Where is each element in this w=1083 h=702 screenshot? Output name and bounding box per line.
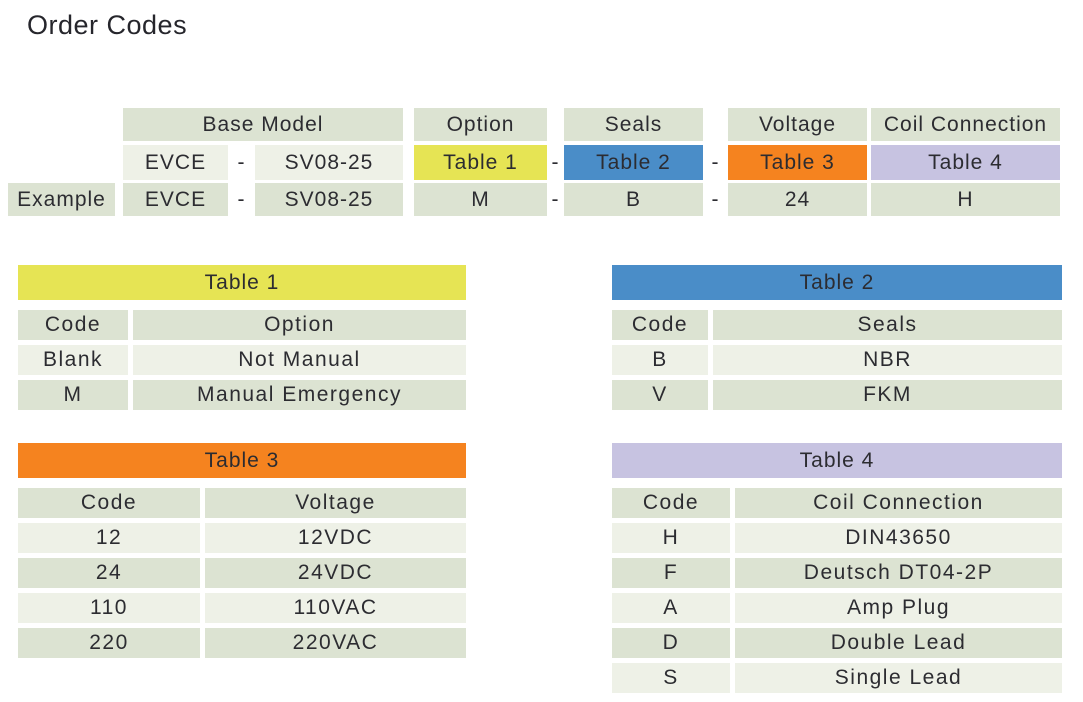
separator-dash: -	[551, 187, 560, 211]
header-base-model: Base Model	[123, 108, 403, 141]
code-cell: 24	[18, 558, 200, 588]
code-cell: 110	[18, 593, 200, 623]
example-model: SV08-25	[255, 183, 403, 216]
header-voltage: Voltage	[728, 108, 867, 141]
value-cell: FKM	[713, 380, 1062, 410]
table-row: D Double Lead	[612, 628, 1062, 658]
table-1: Table 1 Code Option Blank Not Manual M M…	[18, 265, 466, 410]
table-row: 24 24VDC	[18, 558, 466, 588]
code-voltage-ref: Table 3	[728, 145, 867, 180]
value-cell: Deutsch DT04-2P	[735, 558, 1062, 588]
value-cell: 12VDC	[205, 523, 466, 553]
table-row: 110 110VAC	[18, 593, 466, 623]
table-row: Code Voltage	[18, 488, 466, 518]
table-4: Table 4 Code Coil Connection H DIN43650 …	[612, 443, 1062, 693]
table-row: A Amp Plug	[612, 593, 1062, 623]
value-cell: Double Lead	[735, 628, 1062, 658]
table-row: Code Coil Connection	[612, 488, 1062, 518]
code-cell: H	[612, 523, 730, 553]
value-cell: Single Lead	[735, 663, 1062, 693]
value-cell: NBR	[713, 345, 1062, 375]
separator-dash: -	[551, 150, 560, 174]
value-cell: Amp Plug	[735, 593, 1062, 623]
table-row: B NBR	[612, 345, 1062, 375]
code-option-ref: Table 1	[414, 145, 547, 180]
example-coil: H	[871, 183, 1060, 216]
column-header-seals: Seals	[713, 310, 1062, 340]
code-cell: M	[18, 380, 128, 410]
table-row: 12 12VDC	[18, 523, 466, 553]
value-cell: Manual Emergency	[133, 380, 466, 410]
column-header-code: Code	[612, 310, 708, 340]
value-cell: DIN43650	[735, 523, 1062, 553]
value-cell: 110VAC	[205, 593, 466, 623]
code-cell: 12	[18, 523, 200, 553]
column-header-coil-connection: Coil Connection	[735, 488, 1062, 518]
table-4-title: Table 4	[612, 443, 1062, 478]
example-prefix: EVCE	[123, 183, 228, 216]
table-2-title: Table 2	[612, 265, 1062, 300]
table-3-title: Table 3	[18, 443, 466, 478]
code-cell: 220	[18, 628, 200, 658]
code-cell: S	[612, 663, 730, 693]
table-3: Table 3 Code Voltage 12 12VDC 24 24VDC 1…	[18, 443, 466, 658]
order-code-builder: Base Model Option Seals Voltage Coil Con…	[0, 108, 1083, 218]
code-cell: V	[612, 380, 708, 410]
column-header-voltage: Voltage	[205, 488, 466, 518]
page-title: Order Codes	[27, 10, 188, 40]
code-coil-ref: Table 4	[871, 145, 1060, 180]
table-2: Table 2 Code Seals B NBR V FKM	[612, 265, 1062, 410]
table-row: Blank Not Manual	[18, 345, 466, 375]
column-header-code: Code	[18, 310, 128, 340]
code-cell: A	[612, 593, 730, 623]
separator-dash: -	[237, 150, 246, 174]
code-seals-ref: Table 2	[564, 145, 703, 180]
example-label: Example	[8, 183, 115, 216]
code-model: SV08-25	[255, 145, 403, 180]
value-cell: Not Manual	[133, 345, 466, 375]
table-row: V FKM	[612, 380, 1062, 410]
code-cell: B	[612, 345, 708, 375]
code-cell: D	[612, 628, 730, 658]
table-row: 220 220VAC	[18, 628, 466, 658]
column-header-code: Code	[18, 488, 200, 518]
header-option: Option	[414, 108, 547, 141]
example-option: M	[414, 183, 547, 216]
value-cell: 24VDC	[205, 558, 466, 588]
table-row: M Manual Emergency	[18, 380, 466, 410]
code-prefix: EVCE	[123, 145, 228, 180]
value-cell: 220VAC	[205, 628, 466, 658]
code-cell: Blank	[18, 345, 128, 375]
table-row: H DIN43650	[612, 523, 1062, 553]
code-cell: F	[612, 558, 730, 588]
table-row: Code Seals	[612, 310, 1062, 340]
example-seals: B	[564, 183, 703, 216]
separator-dash: -	[711, 150, 720, 174]
table-row: Code Option	[18, 310, 466, 340]
header-coil-connection: Coil Connection	[871, 108, 1060, 141]
column-header-option: Option	[133, 310, 466, 340]
example-voltage: 24	[728, 183, 867, 216]
column-header-code: Code	[612, 488, 730, 518]
separator-dash: -	[237, 187, 246, 211]
table-row: F Deutsch DT04-2P	[612, 558, 1062, 588]
table-1-title: Table 1	[18, 265, 466, 300]
header-seals: Seals	[564, 108, 703, 141]
separator-dash: -	[711, 187, 720, 211]
table-row: S Single Lead	[612, 663, 1062, 693]
